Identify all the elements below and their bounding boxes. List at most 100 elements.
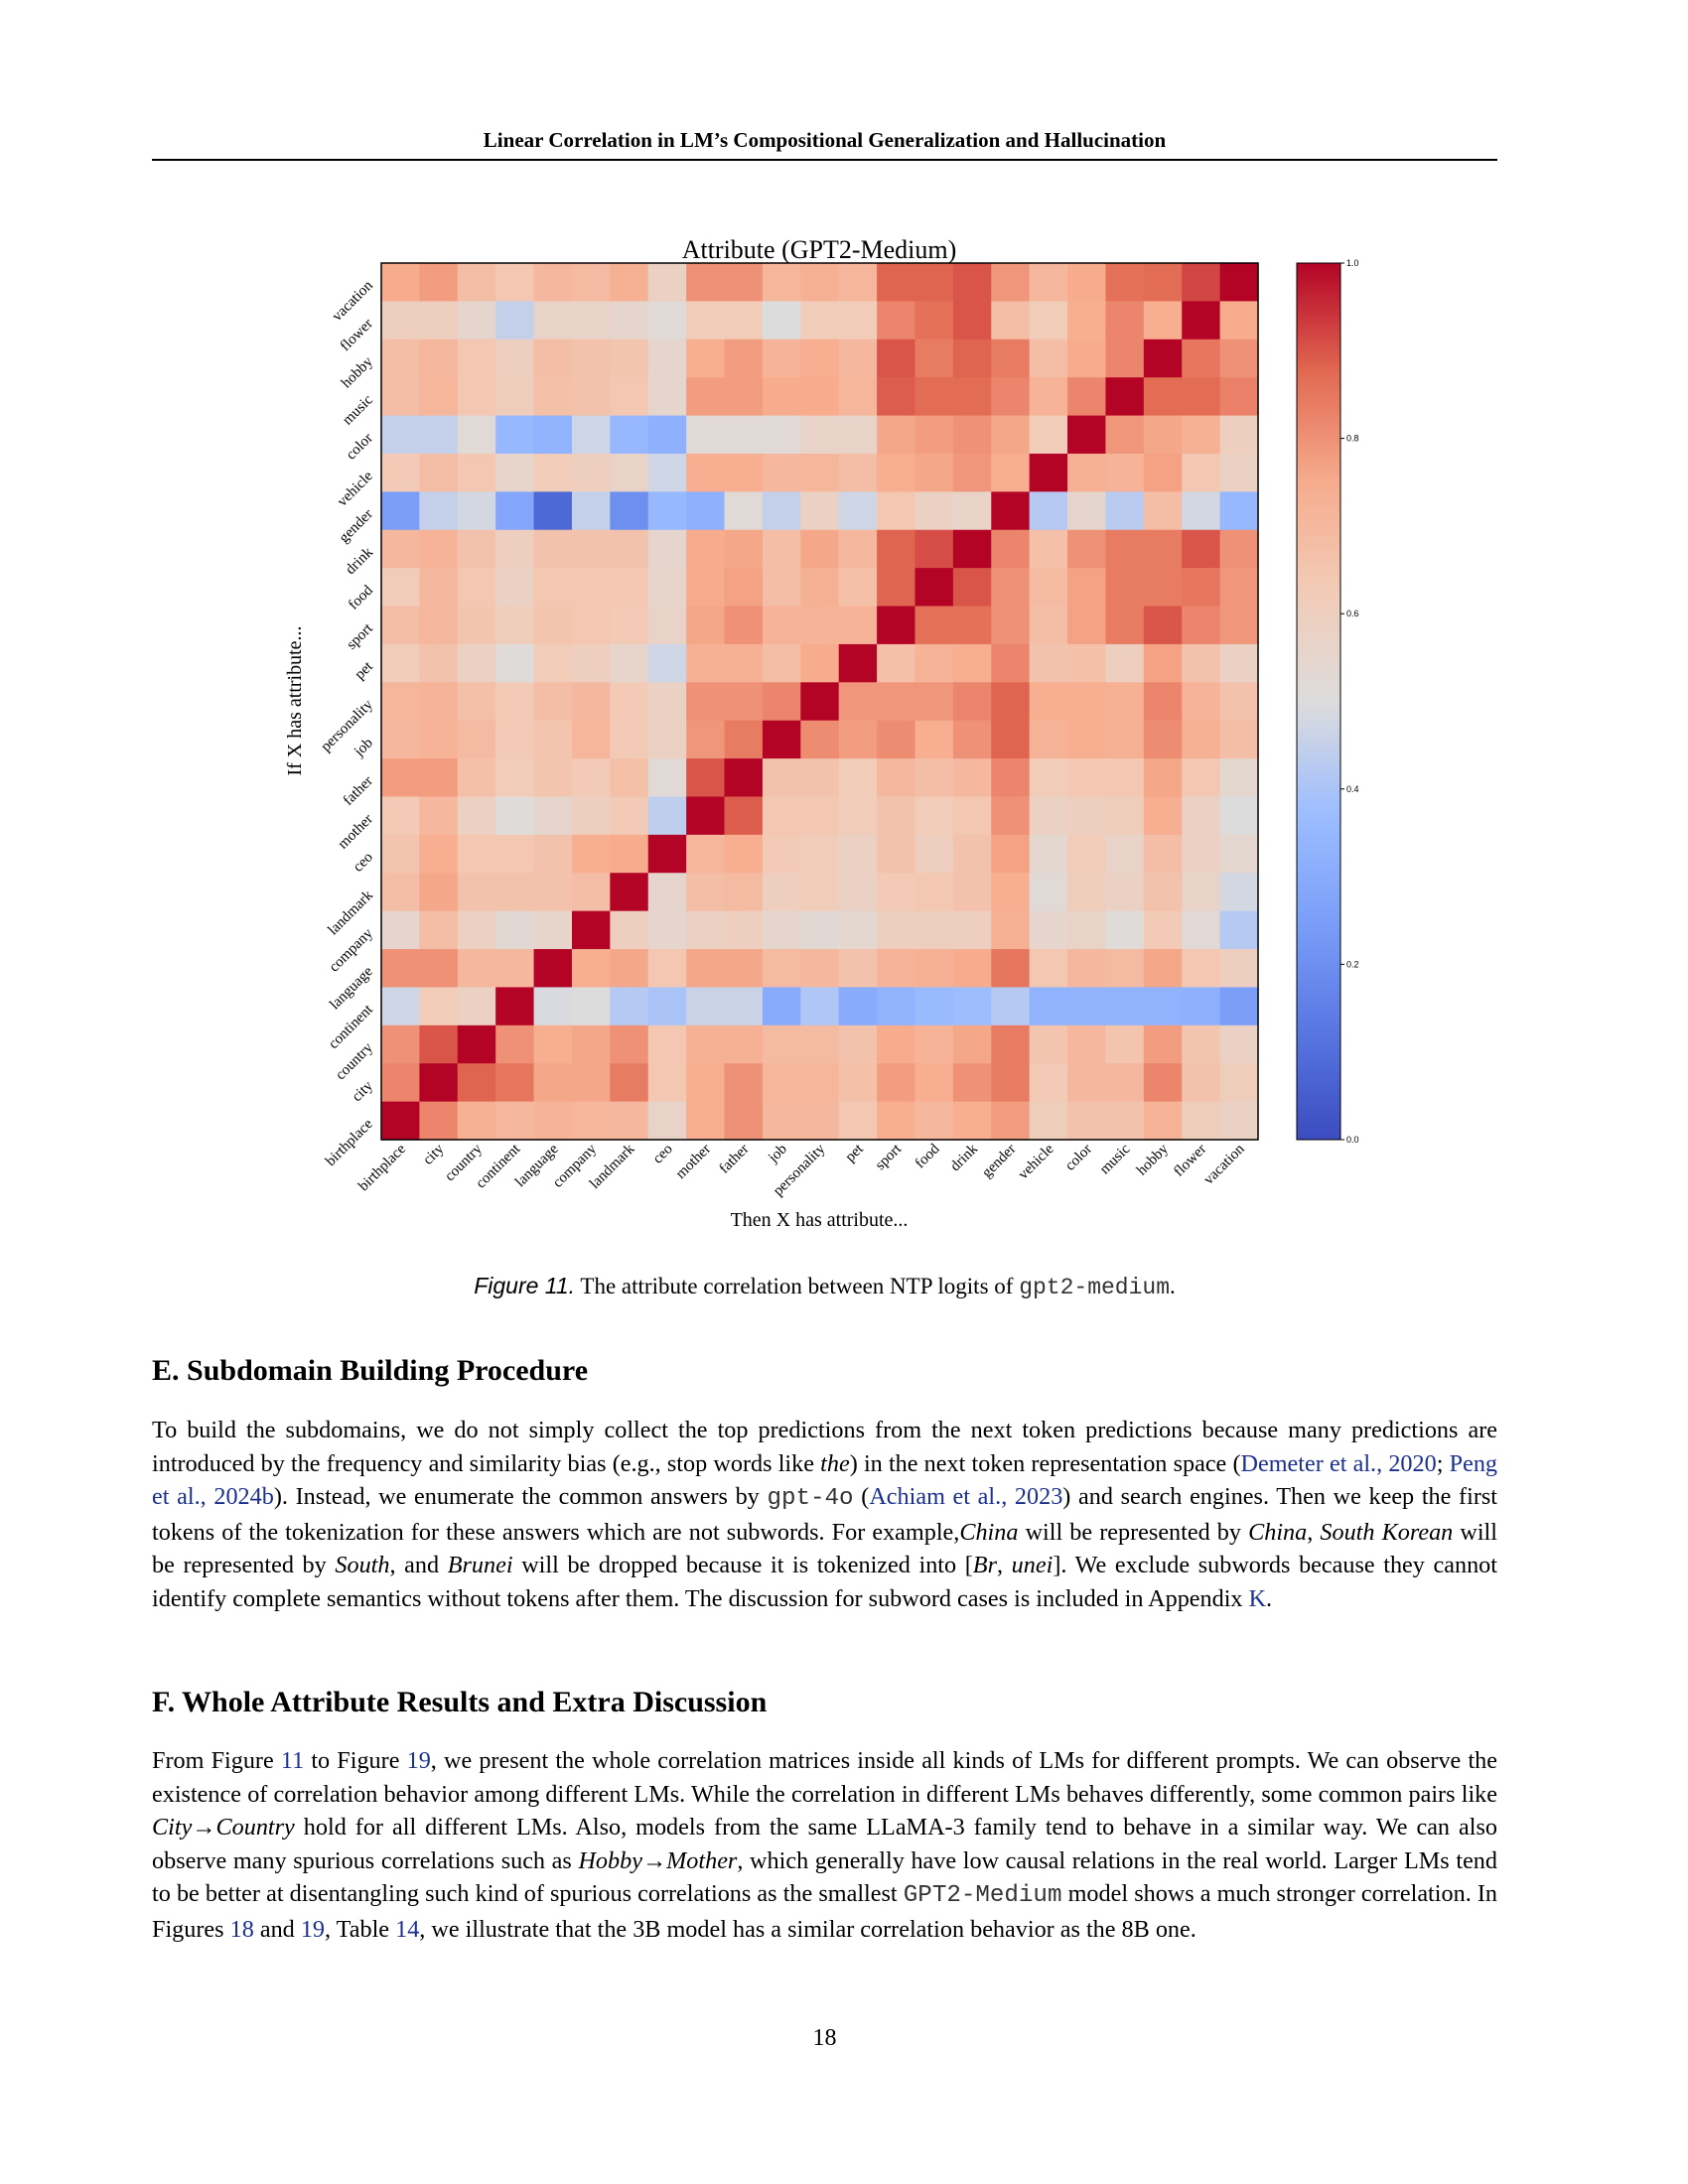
heatmap-cell [457,643,496,683]
heatmap-cell [762,1063,801,1103]
heatmap-cell [838,529,878,569]
heatmap-cell [838,834,878,874]
heatmap-cell [1067,415,1107,455]
heatmap-cell [1067,720,1107,759]
heatmap-cell [877,568,916,608]
heatmap-cell [686,377,726,417]
heatmap-cell [495,910,535,950]
citation-link[interactable]: Demeter et al., 2020 [1240,1449,1437,1477]
heatmap-cell [381,796,420,836]
heatmap-cell [495,758,535,798]
heatmap-cell [952,491,992,531]
heatmap-cell [1105,1024,1145,1064]
heatmap-cell [686,834,726,874]
heatmap-cell [1143,873,1183,912]
heatmap-cell [533,415,573,455]
heatmap-cell [1067,491,1107,531]
figure-link[interactable]: 11 [280,1747,305,1774]
heatmap-cell [1029,568,1068,608]
heatmap-cell [952,873,992,912]
heatmap-cell [914,1063,954,1103]
heatmap-cell [877,339,916,378]
heatmap-cell [1182,873,1221,912]
heatmap-cell [1029,263,1068,302]
heatmap-cell [952,568,992,608]
heatmap-cell [1182,758,1221,798]
heatmap-cell [610,1101,649,1141]
heatmap-cell [381,301,420,341]
heatmap-cell [571,263,611,302]
heatmap-cell [1143,301,1183,341]
inline-code: gpt-4o [767,1485,854,1512]
heatmap-cell [1182,339,1221,378]
heatmap-cell [838,949,878,989]
page-number: 18 [812,2025,837,2051]
y-tick-label: sport [344,620,376,653]
citation-link[interactable]: Peng et al., 2024b [152,1449,1497,1511]
figure-link[interactable]: 19 [300,1915,326,1943]
heatmap-cell [495,987,535,1026]
heatmap-cell [1219,682,1259,722]
heatmap-cell [952,1101,992,1141]
heatmap-cell [533,682,573,722]
heatmap-cell [457,987,496,1026]
heatmap-cell [1143,1024,1183,1064]
heatmap-cell [1067,682,1107,722]
x-tick-label: father [716,1142,752,1177]
heatmap-cell [1029,949,1068,989]
heatmap-cell [762,415,801,455]
figure-link[interactable]: 18 [229,1915,254,1943]
heatmap-cell [533,949,573,989]
heatmap-cell [495,377,535,417]
heatmap-cell [610,720,649,759]
heatmap-cell [952,834,992,874]
heatmap-cell [457,568,496,608]
heatmap-cell [762,682,801,722]
heatmap-cell [1029,339,1068,378]
heatmap-cell [914,453,954,492]
heatmap-cell [571,606,611,645]
heatmap-cell [1182,377,1221,417]
heatmap-cell [571,949,611,989]
x-tick-label: pet [842,1141,867,1165]
heatmap-cell [1182,301,1221,341]
heatmap-cell [495,720,535,759]
heatmap-cell [1219,720,1259,759]
heatmap-cell [1105,987,1145,1026]
heatmap-cell [1105,949,1145,989]
heatmap-cell [1143,377,1183,417]
heatmap-cell [381,910,420,950]
heatmap-cell [533,301,573,341]
heatmap-cell [686,873,726,912]
heatmap-cell [800,910,840,950]
heatmap-cell [495,453,535,492]
heatmap-cell [647,758,687,798]
y-tick-label: hobby [339,353,376,391]
heatmap-cell [610,263,649,302]
x-axis-label: Then X has attribute... [731,1209,909,1231]
table-link[interactable]: 14 [395,1915,420,1943]
colorbar-tick-label: 0.2 [1346,959,1359,969]
y-tick-label: mother [335,811,375,852]
heatmap-cell [533,1024,573,1064]
heatmap-cell [762,339,801,378]
heatmap-cell [1067,910,1107,950]
heatmap-cell [877,453,916,492]
heatmap-cell [571,377,611,417]
heatmap-cell [724,529,764,569]
figure-link[interactable]: 19 [406,1747,431,1774]
heatmap-cell [647,529,687,569]
heatmap-cell [724,873,764,912]
heatmap-cell [419,873,459,912]
heatmap-cell [1182,720,1221,759]
heatmap-cell [686,682,726,722]
heatmap-frame [380,262,1259,1141]
citation-link[interactable]: Achiam et al., 2023 [869,1483,1063,1510]
heatmap-cell [419,758,459,798]
appendix-link[interactable]: K [1248,1584,1267,1612]
heatmap-cell [1143,1063,1183,1103]
heatmap-cell [1029,301,1068,341]
heatmap-cell [991,987,1031,1026]
heatmap-cell [1182,796,1221,836]
heatmap-cell [724,1101,764,1141]
